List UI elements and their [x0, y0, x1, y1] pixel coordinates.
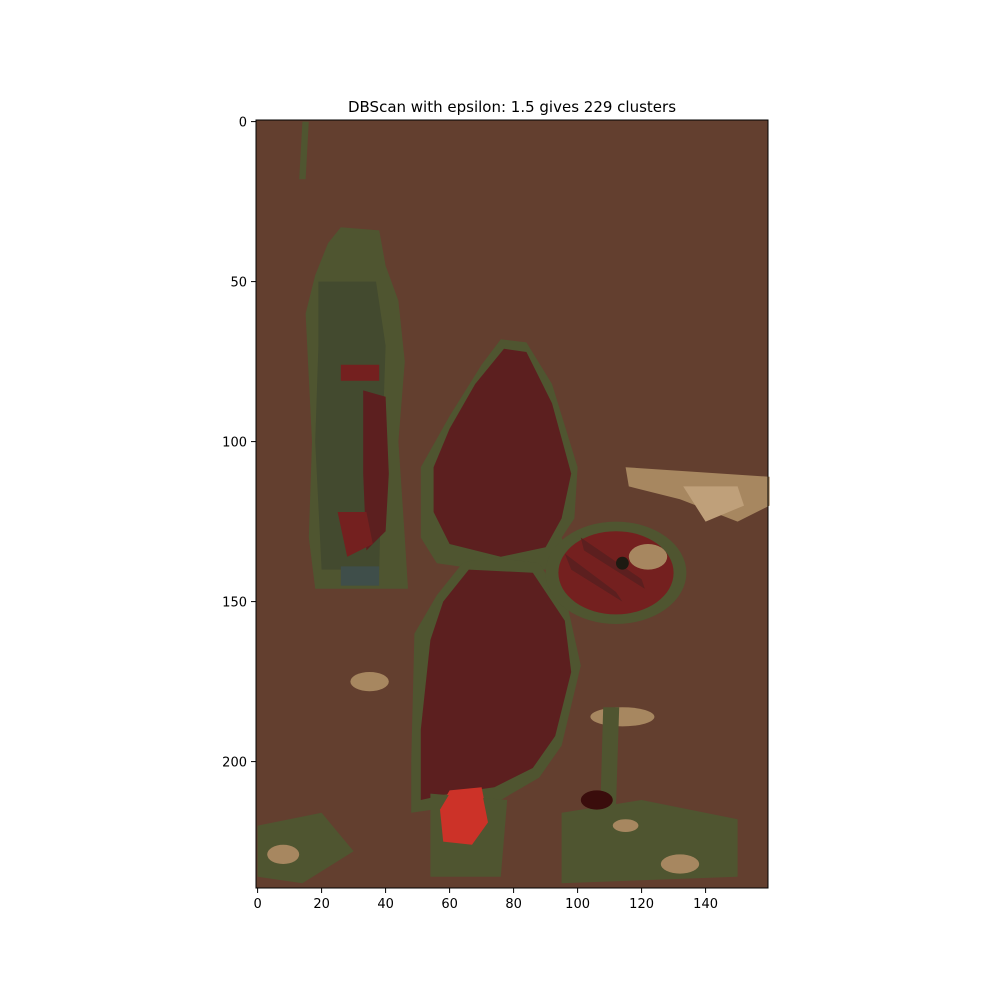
- slice-dark-seed: [616, 556, 629, 570]
- bottom-right-tan-patch-2: [612, 819, 639, 832]
- left-small-tan-patch: [350, 672, 389, 692]
- y-tick-label: 0: [239, 116, 247, 131]
- cluster-heatmap: [256, 120, 770, 888]
- y-tick-label: 150: [222, 596, 247, 611]
- x-axis: 0 20 40 60 80 100 120 140: [253, 888, 718, 912]
- left-bottle-blue-base: [340, 566, 380, 586]
- bottom-left-olive-patch: [257, 812, 354, 884]
- left-bottle-red-spot: [337, 512, 373, 557]
- left-bottle-upper-red: [340, 364, 380, 381]
- x-tick-label: 120: [629, 897, 654, 912]
- bottom-pepper-flesh: [420, 569, 572, 800]
- x-tick-label: 0: [253, 897, 261, 912]
- bottom-right-tan-patch: [660, 854, 700, 874]
- x-tick-label: 100: [565, 897, 590, 912]
- slice-interior: [558, 531, 674, 615]
- left-bottle-red-band: [363, 390, 389, 551]
- slice-tan-spot: [628, 544, 668, 570]
- slice-red-streak-1: [564, 553, 623, 602]
- mid-right-vertical-olive: [600, 707, 620, 820]
- x-tick-label: 20: [313, 897, 330, 912]
- mid-right-tan-patch: [590, 707, 655, 727]
- y-axis: 0 50 100 150 200: [222, 116, 256, 771]
- y-tick-label: 200: [222, 756, 247, 771]
- x-tick-label: 60: [441, 897, 458, 912]
- x-tick-label: 80: [505, 897, 522, 912]
- pepper-tip-red-front: [440, 790, 488, 845]
- bottle-neck-streak: [299, 121, 309, 180]
- y-tick-label: 100: [222, 436, 247, 451]
- bottom-left-tan-patch: [267, 844, 300, 865]
- x-tick-label: 140: [693, 897, 718, 912]
- y-tick-label: 50: [230, 276, 247, 291]
- top-pepper-flesh: [433, 348, 572, 557]
- plot-frame: [255, 119, 769, 889]
- right-light-tan: [683, 486, 744, 522]
- x-tick-label: 40: [377, 897, 394, 912]
- chart-title: DBScan with epsilon: 1.5 gives 229 clust…: [348, 98, 676, 116]
- slice-red-streak-2: [580, 537, 645, 589]
- bottom-right-maroon-spot: [580, 790, 613, 810]
